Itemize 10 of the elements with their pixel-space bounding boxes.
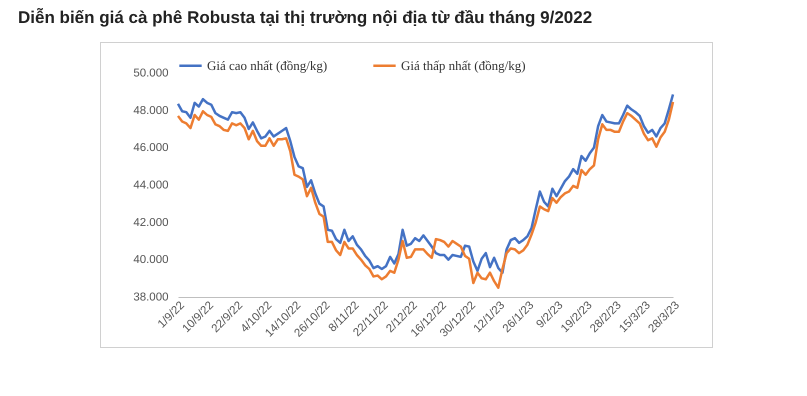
y-tick-label: 50.000 [133, 68, 168, 80]
y-tick-label: 38.000 [133, 292, 168, 304]
y-tick-label: 48.000 [133, 104, 168, 117]
chart-title: Diễn biến giá cà phê Robusta tại thị trường nội địa từ đầu tháng 9/2022 [18, 8, 592, 28]
y-tick-label: 46.000 [133, 142, 168, 154]
y-tick-label: 40.000 [133, 254, 168, 266]
legend-label: Giá thấp nhất (đồng/kg) [401, 58, 526, 73]
y-tick-label: 44.000 [133, 180, 168, 192]
y-tick-label: 42.000 [133, 216, 168, 229]
legend-label: Giá cao nhất (đồng/kg) [207, 58, 328, 73]
